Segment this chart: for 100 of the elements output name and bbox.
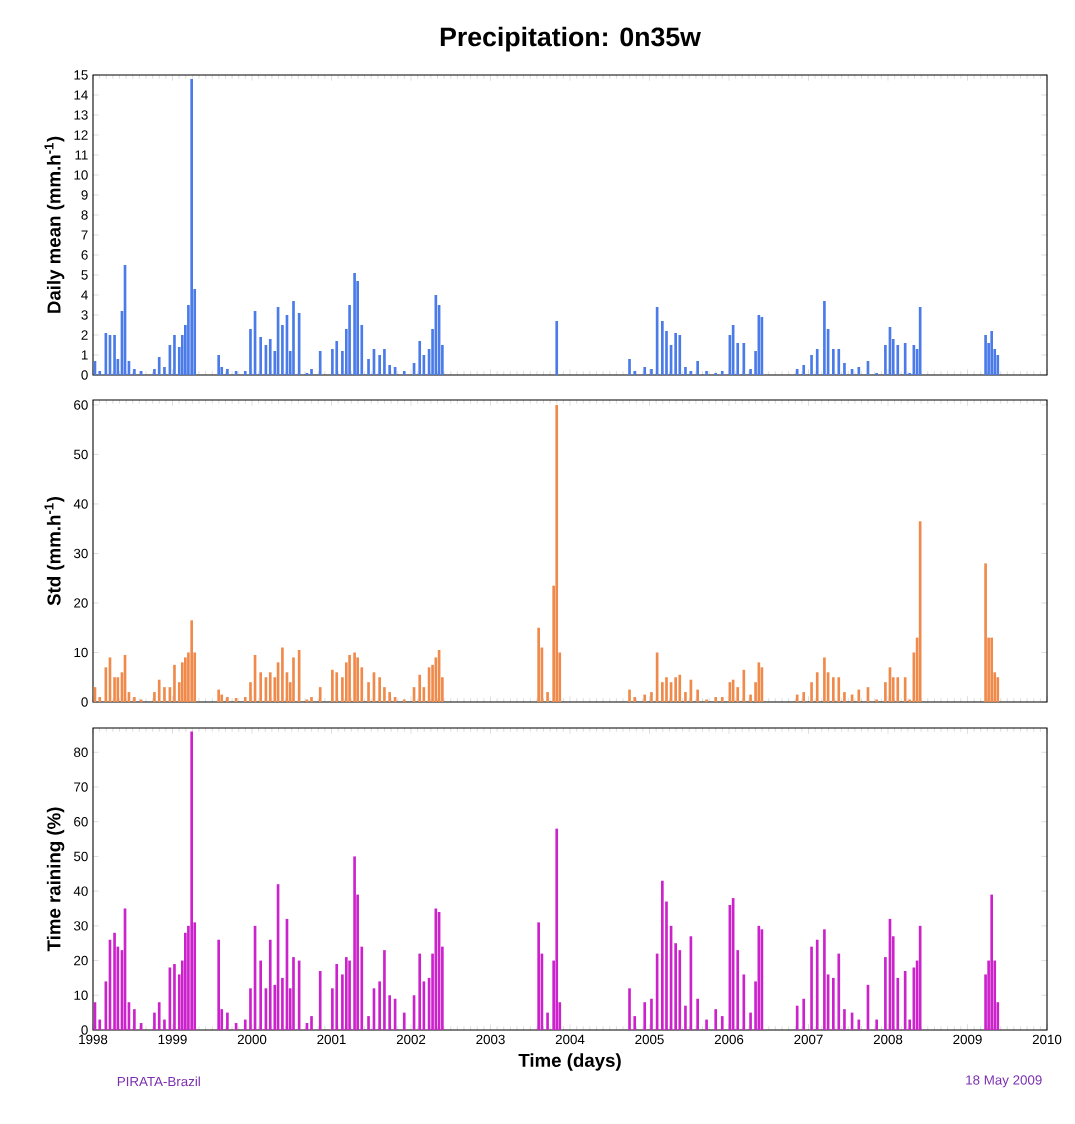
bar <box>98 1019 102 1030</box>
bar <box>908 1019 912 1030</box>
bar <box>832 977 835 1030</box>
bar <box>418 340 422 375</box>
y-tick-label: 0 <box>81 1025 88 1035</box>
bar <box>226 368 229 375</box>
bar <box>281 647 284 702</box>
bar <box>348 304 351 375</box>
bar <box>249 682 252 702</box>
bar <box>378 981 381 1030</box>
bar <box>714 1009 718 1030</box>
bar <box>823 300 826 375</box>
bar <box>628 358 631 375</box>
bar <box>292 657 295 702</box>
bar <box>98 370 102 375</box>
bar <box>742 669 746 702</box>
bar <box>318 350 322 375</box>
bar <box>875 372 879 375</box>
bar <box>696 998 699 1030</box>
y-tick-label: 20 <box>74 598 88 608</box>
bar <box>674 943 677 1030</box>
x-tick-label: 2004 <box>555 1034 585 1045</box>
bar <box>344 957 348 1030</box>
bar <box>990 637 994 702</box>
bar <box>555 828 559 1030</box>
bar <box>249 988 252 1030</box>
y-tick-label: 14 <box>74 90 88 100</box>
y-tick-label: 60 <box>74 817 88 827</box>
bar <box>903 677 907 702</box>
bar <box>696 360 699 375</box>
chart-title: Precipitation: 0n35w <box>440 26 701 52</box>
y-axis-title: Daily mean (mm.h$^{-1}$) <box>44 136 65 313</box>
bar <box>802 364 806 375</box>
bar <box>537 922 540 1030</box>
y-tick-label: 4 <box>81 290 88 300</box>
bar <box>217 939 221 1030</box>
bar <box>116 677 120 702</box>
y-tick-label: 15 <box>74 70 88 80</box>
bar <box>823 929 826 1030</box>
bar <box>843 1009 846 1030</box>
x-tick-label: 1999 <box>158 1034 187 1045</box>
bar <box>259 672 263 702</box>
bar <box>884 957 887 1030</box>
bar <box>749 694 752 702</box>
bar <box>990 330 994 375</box>
x-tick-label: 2005 <box>635 1034 664 1045</box>
bar <box>259 336 263 375</box>
bar <box>163 366 166 375</box>
y-axis-title: Std (mm.h$^{-1}$) <box>44 497 65 606</box>
bar <box>113 334 116 375</box>
bar <box>153 368 156 375</box>
bar <box>546 1012 549 1030</box>
bar <box>810 682 813 702</box>
bar <box>281 324 284 375</box>
bar <box>331 669 334 702</box>
bar <box>98 697 102 702</box>
bar <box>795 694 799 702</box>
bar <box>388 995 391 1030</box>
bar <box>720 697 724 702</box>
bar <box>243 697 247 702</box>
bar <box>875 1019 879 1030</box>
bar <box>157 1002 161 1030</box>
bar <box>367 682 370 702</box>
bar <box>157 356 161 375</box>
x-tick-label: 2007 <box>794 1034 823 1045</box>
y-tick-label: 8 <box>81 210 88 220</box>
bar <box>884 344 887 375</box>
bar <box>795 368 799 375</box>
bar <box>402 1012 406 1030</box>
bar <box>720 370 724 375</box>
bar <box>843 692 846 702</box>
x-tick-label: 2000 <box>237 1034 267 1045</box>
bar <box>896 677 900 702</box>
bar <box>226 697 229 702</box>
bar <box>173 964 176 1030</box>
bar <box>546 692 549 702</box>
x-tick-label: 2006 <box>714 1034 744 1045</box>
bar <box>217 354 221 375</box>
bar <box>292 957 295 1030</box>
bar <box>113 677 116 702</box>
bar <box>133 368 136 375</box>
bar <box>292 300 295 375</box>
bar <box>665 677 668 702</box>
bar <box>643 1002 647 1030</box>
bar <box>243 1019 247 1030</box>
bar <box>903 342 907 375</box>
bar <box>984 563 987 702</box>
y-tick-label: 9 <box>81 190 88 200</box>
bar <box>684 1005 687 1030</box>
bar <box>378 354 381 375</box>
bar <box>163 1019 166 1030</box>
bar <box>133 1009 136 1030</box>
y-tick-label: 0 <box>81 370 88 380</box>
y-tick-label: 10 <box>74 647 88 658</box>
bar <box>388 692 391 702</box>
y-tick-label: 6 <box>81 250 88 260</box>
y-tick-label: 3 <box>81 310 88 320</box>
bar <box>857 1019 861 1030</box>
bar <box>857 689 861 702</box>
bar <box>650 692 653 702</box>
